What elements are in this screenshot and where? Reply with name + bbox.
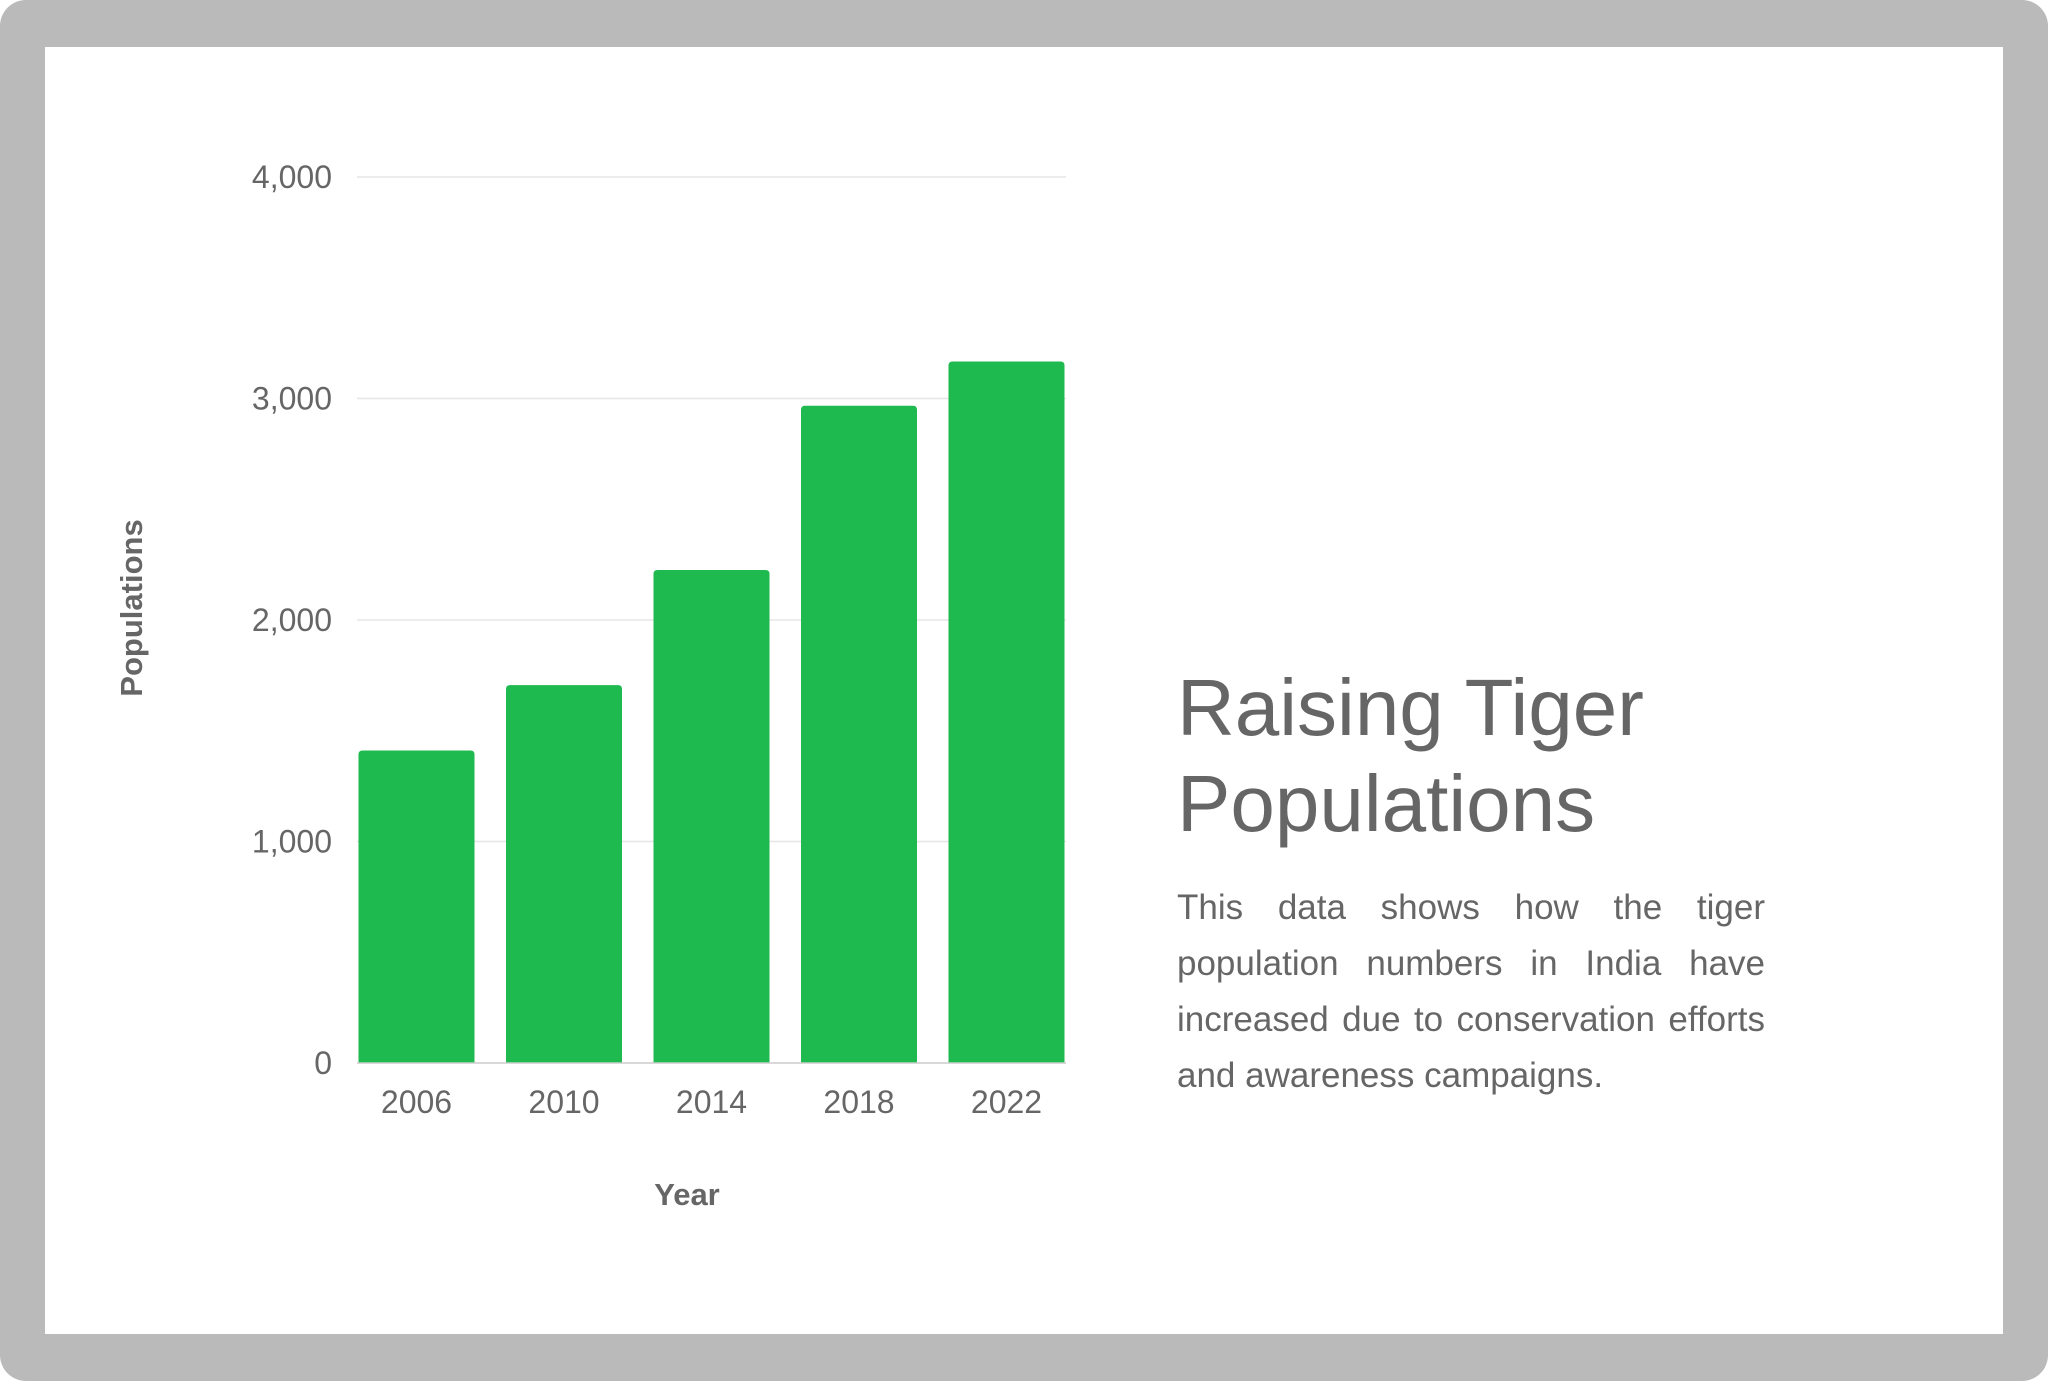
bar-2014 [653,569,770,1063]
y-tick-label: 2,000 [252,602,332,638]
chart-bars [358,361,1065,1063]
y-axis-ticks: 0 1,000 2,000 3,000 4,000 [252,159,332,1081]
x-tick-label: 2022 [971,1084,1042,1120]
bar-2018 [801,405,917,1063]
y-tick-label: 0 [314,1045,332,1081]
y-tick-label: 4,000 [252,159,332,195]
slide-description: This data shows how the tiger population… [1177,888,1765,1095]
y-axis-title: Populations [114,519,149,696]
x-axis-title: Year [654,1177,720,1212]
bar-2022 [948,361,1065,1063]
x-axis-ticks: 2006 2010 2014 2018 2022 [381,1084,1042,1120]
bar-2006 [358,750,475,1063]
bar-2010 [506,685,622,1063]
y-tick-label: 3,000 [252,381,332,417]
x-tick-label: 2006 [381,1084,452,1120]
x-tick-label: 2018 [823,1084,894,1120]
x-tick-label: 2014 [676,1084,747,1120]
y-tick-label: 1,000 [252,824,332,860]
slide-title: Raising Tiger Populations [1177,663,1644,848]
x-tick-label: 2010 [528,1084,599,1120]
